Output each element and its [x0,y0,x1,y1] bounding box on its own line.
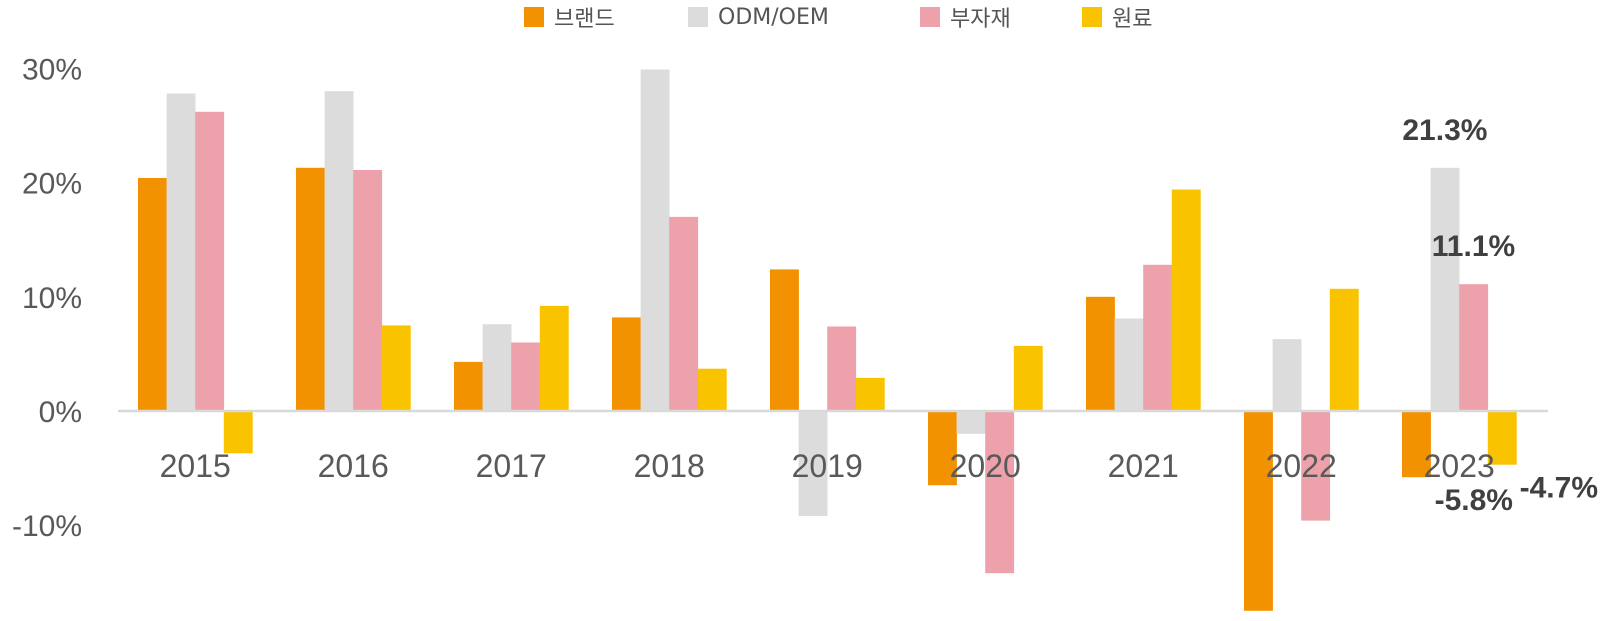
legend-label-subsidiary: 부자재 [950,7,1011,32]
bar-2017-series-0 [454,361,483,411]
legend-item-odm-oem: ODM/OEM [688,2,829,32]
bar-2017-series-1 [482,324,512,411]
y-tick-label: 30% [22,53,82,86]
bar-2018-series-1 [640,69,670,411]
bar-2023-series-1 [1430,167,1460,411]
labels-layer: 21.3% 11.1% -5.8% -4.7% [1402,114,1598,517]
bar-2016-series-1 [324,91,354,411]
bar-2023-series-0 [1402,411,1431,478]
axis-layer: 30% 20% 10% 0% -10% 2015 2016 2017 2018 2019 2020 2… [12,53,1548,543]
x-tick-label-2017: 2017 [476,448,547,484]
legend-swatch-odm-oem [688,7,708,27]
x-tick-label-2023: 2023 [1424,448,1495,484]
bar-2018-series-3 [697,368,727,411]
bar-2017-series-2 [511,342,541,411]
x-tick-label-2021: 2021 [1108,448,1179,484]
data-label-2023--: -5.8% [1435,484,1513,517]
legend-item-subsidiary: 부자재 [920,2,1011,32]
legend-label-odm-oem: ODM/OEM [718,4,829,30]
bar-2017-series-3 [539,305,569,411]
legend-label-brand: 브랜드 [554,7,615,32]
bar-2015-series-2 [195,111,225,412]
bar-2021-series-1 [1114,318,1144,411]
x-tick-label-2022: 2022 [1266,448,1337,484]
y-tick-label: -10% [12,510,82,543]
x-tick-label-2019: 2019 [792,448,863,484]
legend-swatch-raw-material [1082,7,1102,27]
bar-2022-series-0 [1244,411,1273,611]
bar-2016-series-3 [381,325,411,412]
bar-2018-series-0 [612,317,641,411]
legend: 브랜드 ODM/OEM 부자재 원료 [0,0,1600,34]
legend-item-brand: 브랜드 [524,2,615,32]
bar-2015-series-3 [223,411,253,454]
bar-2022-series-1 [1272,339,1302,411]
bar-2023-series-3 [1487,411,1517,465]
bar-2015-series-1 [166,93,196,411]
x-tick-label-2018: 2018 [634,448,705,484]
bar-2021-series-2 [1143,264,1173,411]
data-label-2023--: 11.1% [1432,230,1515,263]
bar-2023-series-2 [1459,284,1489,411]
y-tick-label: 10% [22,282,82,315]
bar-2016-series-2 [353,170,383,411]
bar-2020-series-0 [928,411,957,486]
y-tick-label: 0% [39,396,82,429]
data-label-2023--: -4.7% [1520,472,1598,505]
y-tick-label: 20% [22,168,82,201]
bar-2021-series-0 [1086,296,1115,411]
x-tick-label-2015: 2015 [160,448,231,484]
bar-2019-series-3 [855,377,885,411]
legend-item-raw-material: 원료 [1082,2,1152,32]
bar-2019-series-2 [827,326,857,411]
x-tick-label-2016: 2016 [318,448,389,484]
x-tick-label-2020: 2020 [950,448,1021,484]
bar-2020-series-2 [985,411,1015,574]
bars-layer [138,69,1517,611]
bar-2021-series-3 [1171,189,1201,411]
legend-swatch-subsidiary [920,7,940,27]
bar-2015-series-0 [138,178,167,411]
data-label-2023-odm-oem: 21.3% [1402,114,1487,147]
legend-label-raw-material: 원료 [1112,7,1153,32]
bar-2020-series-3 [1013,345,1043,411]
bar-2016-series-0 [296,167,325,411]
bar-2018-series-2 [669,216,699,411]
bar-2019-series-0 [770,269,799,411]
bar-2022-series-2 [1301,411,1331,521]
bar-2020-series-1 [956,411,986,434]
bar-2019-series-1 [798,411,828,517]
bar-2022-series-3 [1329,288,1359,411]
legend-swatch-brand [524,7,544,27]
